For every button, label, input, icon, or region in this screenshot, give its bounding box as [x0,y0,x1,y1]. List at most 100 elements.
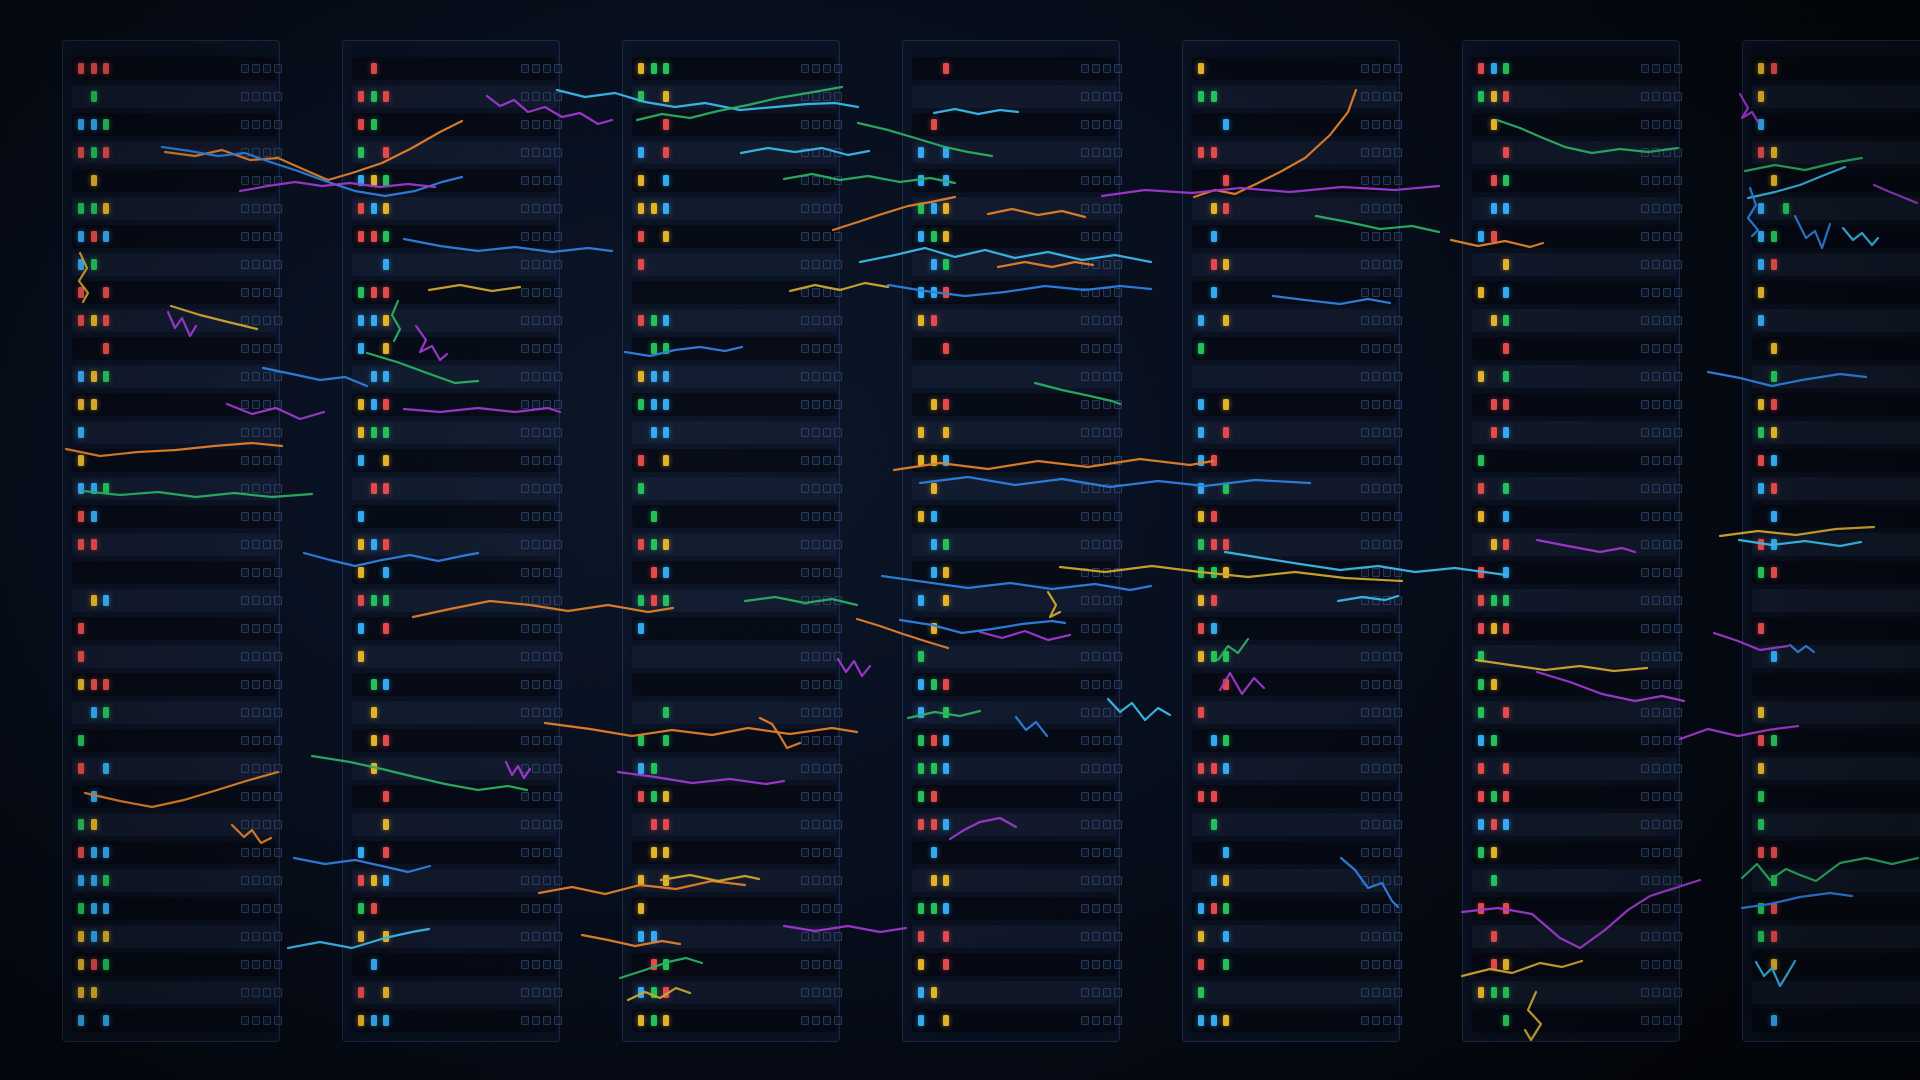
port-indicator [1641,904,1649,913]
port-indicator [823,960,831,969]
port-indicator [1103,960,1111,969]
rack-unit-row [1752,421,1920,444]
port-indicator [274,708,282,717]
port-indicator [1383,540,1391,549]
status-led [931,231,937,242]
port-indicator [263,876,271,885]
status-led [918,511,924,522]
status-led [1758,63,1764,74]
port-indicator [1081,568,1089,577]
port-indicator [1663,64,1671,73]
status-led [1491,63,1497,74]
port-indicator [241,288,249,297]
status-led [78,119,84,130]
status-led [1211,539,1217,550]
port-indicator [801,92,809,101]
status-led [91,119,97,130]
status-led [651,203,657,214]
port-indicator [1383,820,1391,829]
status-led [1771,567,1777,578]
port-indicator [823,792,831,801]
port-indicator [812,1016,820,1025]
port-indicator [252,316,260,325]
port-indicator [263,960,271,969]
status-led [1491,679,1497,690]
port-indicator [1383,92,1391,101]
port-indicator [252,736,260,745]
port-indicator [1081,428,1089,437]
rack-unit-row [1472,337,1682,360]
rack-unit-row [1472,841,1682,864]
port-indicator [543,820,551,829]
status-led [1503,707,1509,718]
port-indicator [521,372,529,381]
rack-unit-row [632,85,842,108]
port-indicator [263,988,271,997]
status-led [931,679,937,690]
port-indicator [1674,680,1682,689]
port-indicator [252,708,260,717]
status-led [103,343,109,354]
status-led [91,63,97,74]
port-indicator [1114,400,1122,409]
port-indicator [241,1016,249,1025]
rack-unit-row [1192,589,1402,612]
rack-unit-row [72,757,282,780]
rack-unit-row [1472,253,1682,276]
port-indicator [521,344,529,353]
port-indicator [1103,708,1111,717]
port-indicator [521,456,529,465]
port-indicator [1652,344,1660,353]
status-led [371,539,377,550]
status-led [1223,567,1229,578]
status-led [358,203,364,214]
status-led [638,595,644,606]
port-indicator [1114,764,1122,773]
status-led [78,763,84,774]
port-indicator [1081,148,1089,157]
port-indicator [554,1016,562,1025]
status-led [1478,231,1484,242]
status-led [383,567,389,578]
port-indicator [521,1016,529,1025]
status-led [1491,791,1497,802]
port-indicator [1081,316,1089,325]
port-indicator [1372,736,1380,745]
port-indicator [823,680,831,689]
status-led [1478,91,1484,102]
port-indicator [241,876,249,885]
port-indicator [1092,624,1100,633]
rack-unit-row [1192,141,1402,164]
port-indicator [1361,932,1369,941]
rack-unit-row [352,533,562,556]
port-indicator [823,344,831,353]
status-led [91,259,97,270]
port-indicator [801,876,809,885]
status-led [931,399,937,410]
port-indicator [241,148,249,157]
port-indicator [834,484,842,493]
port-indicator [801,260,809,269]
port-indicator [1652,372,1660,381]
status-led [383,287,389,298]
status-led [1758,567,1764,578]
port-indicator [812,92,820,101]
port-indicator [543,64,551,73]
port-indicator [543,176,551,185]
status-led [383,595,389,606]
status-led [943,427,949,438]
rack-unit-row [1192,57,1402,80]
port-indicator [1663,344,1671,353]
port-indicator [834,596,842,605]
rack-unit-row [632,785,842,808]
port-indicator [543,428,551,437]
rack-unit-row [632,701,842,724]
port-indicator [1361,344,1369,353]
port-indicator [1372,512,1380,521]
status-led [1223,735,1229,746]
port-indicator [543,232,551,241]
port-indicator [554,708,562,717]
status-led [103,315,109,326]
port-indicator [1383,232,1391,241]
port-indicator [1092,736,1100,745]
